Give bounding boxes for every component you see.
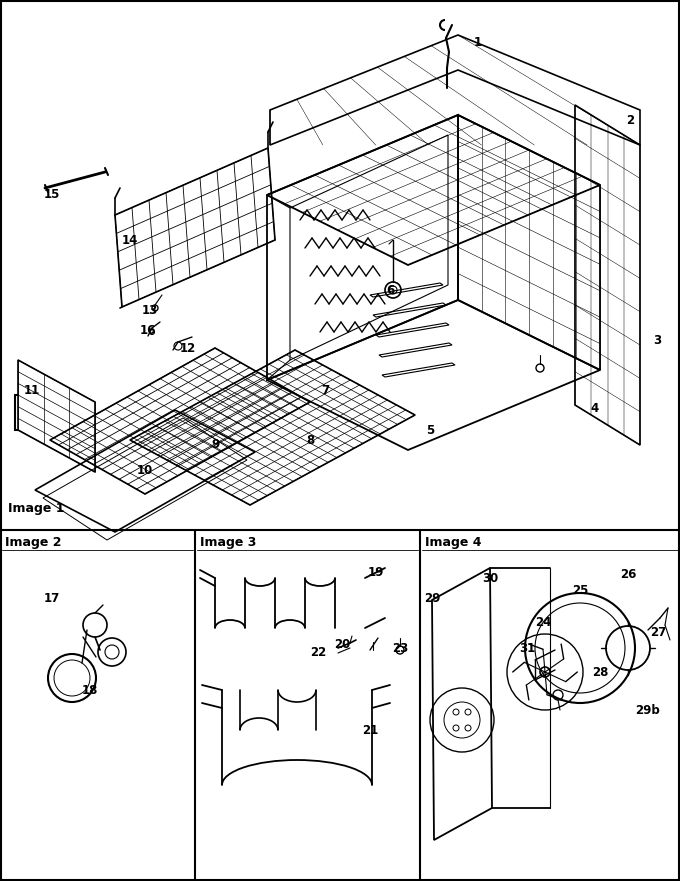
Text: 27: 27	[650, 626, 666, 639]
Text: 18: 18	[82, 684, 98, 697]
Text: 7: 7	[321, 383, 329, 396]
Text: 30: 30	[482, 572, 498, 584]
Text: 17: 17	[44, 591, 60, 604]
Text: 9: 9	[211, 439, 219, 451]
Circle shape	[540, 667, 550, 677]
Text: 20: 20	[334, 639, 350, 652]
Text: 21: 21	[362, 723, 378, 737]
Text: 22: 22	[310, 646, 326, 658]
Text: Image 3: Image 3	[200, 536, 256, 549]
Text: 28: 28	[592, 665, 608, 678]
Text: 26: 26	[619, 567, 636, 581]
Text: 19: 19	[368, 566, 384, 579]
Text: Image 2: Image 2	[5, 536, 61, 549]
Text: 14: 14	[122, 233, 138, 247]
Text: 24: 24	[534, 616, 551, 628]
Text: 3: 3	[653, 334, 661, 346]
Text: 12: 12	[180, 342, 196, 354]
Text: 16: 16	[140, 323, 156, 337]
Text: 8: 8	[306, 433, 314, 447]
Text: 10: 10	[137, 463, 153, 477]
Text: 5: 5	[426, 424, 434, 436]
Text: 6: 6	[386, 284, 394, 297]
Text: 2: 2	[626, 114, 634, 127]
Text: 15: 15	[44, 189, 61, 202]
Text: Image 4: Image 4	[425, 536, 481, 549]
Text: 13: 13	[142, 303, 158, 316]
Text: Image 1: Image 1	[8, 502, 65, 515]
Text: 11: 11	[24, 383, 40, 396]
Text: 25: 25	[572, 583, 588, 596]
Text: 29b: 29b	[636, 704, 660, 716]
Text: 4: 4	[591, 402, 599, 414]
Text: 1: 1	[474, 35, 482, 48]
Text: 23: 23	[392, 641, 408, 655]
Text: 29: 29	[424, 591, 440, 604]
Text: 31: 31	[519, 641, 535, 655]
